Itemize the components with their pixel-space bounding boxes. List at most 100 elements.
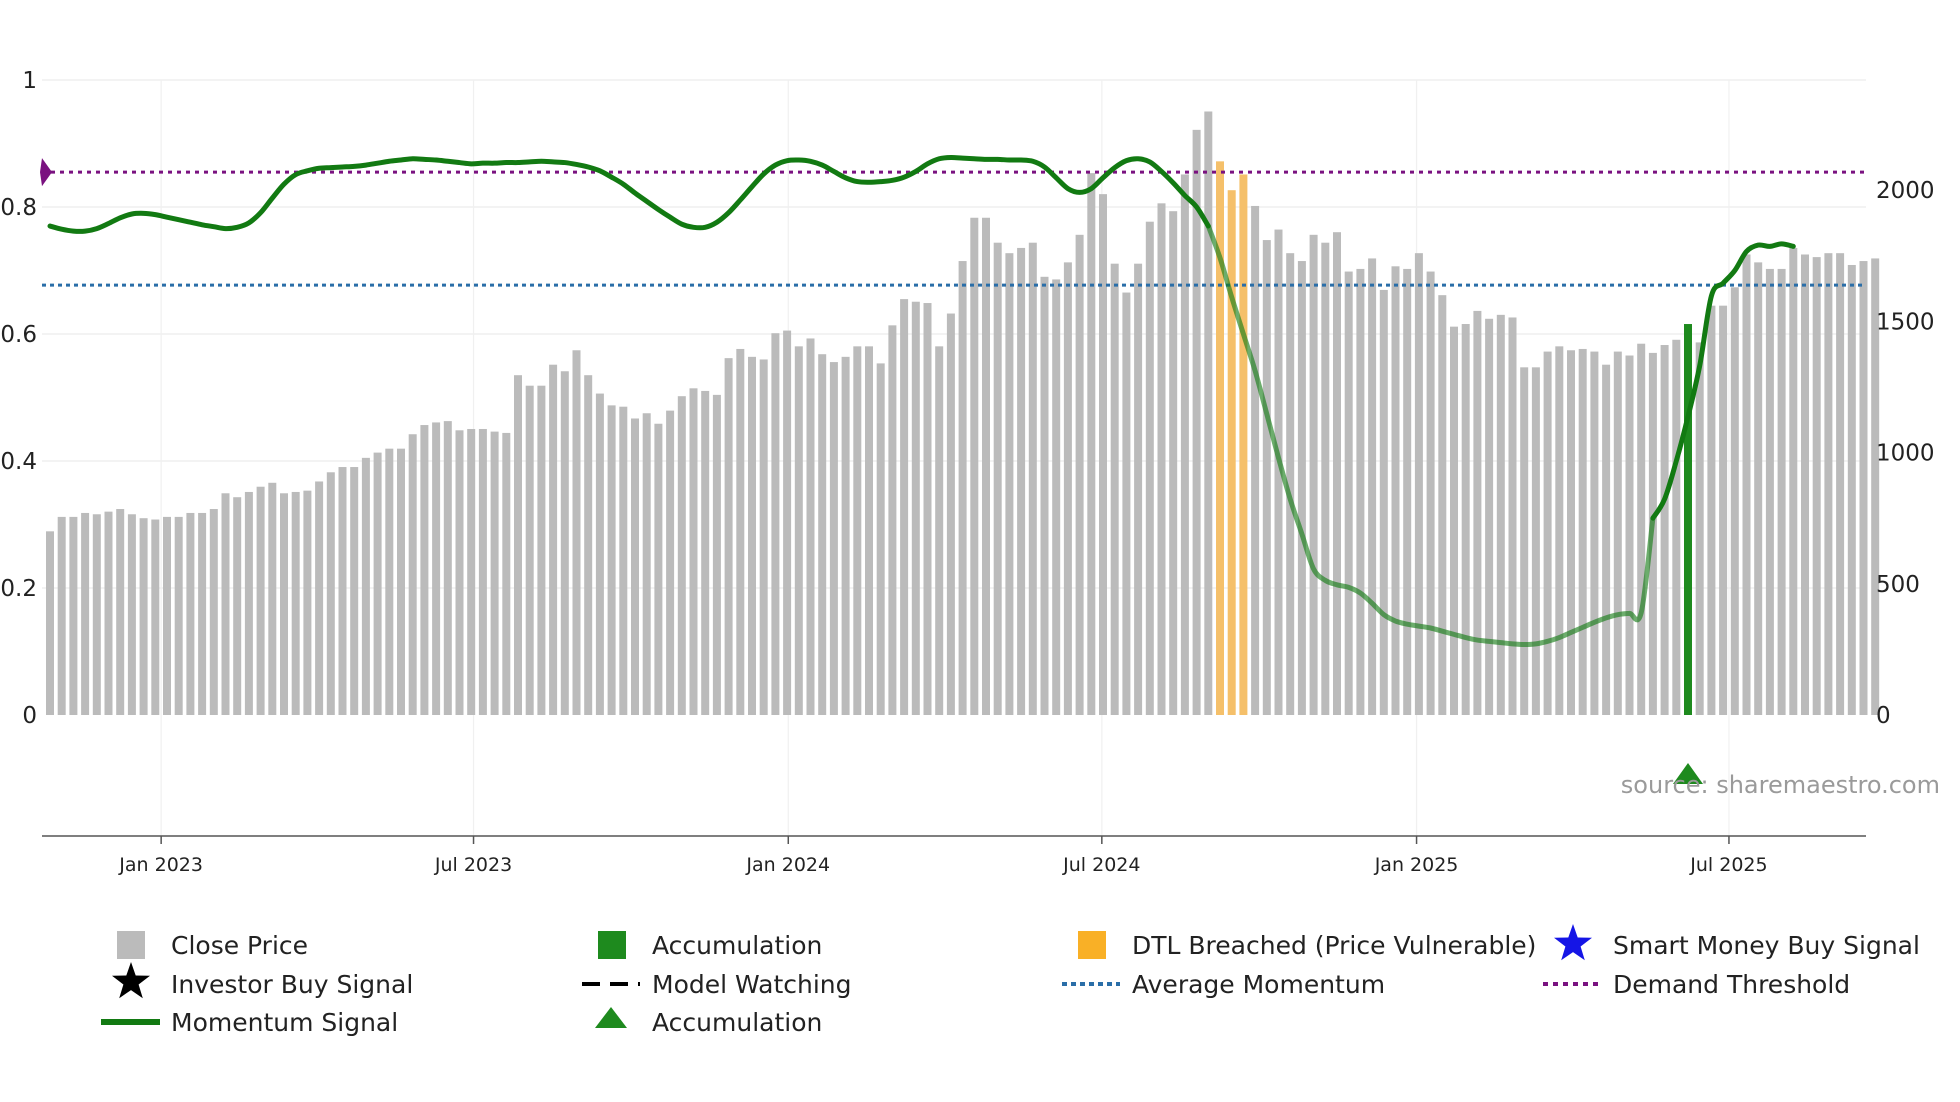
close-price-bar bbox=[1543, 351, 1552, 715]
close-price-bar bbox=[69, 516, 78, 715]
close-price-bar bbox=[151, 519, 160, 715]
close-price-bar bbox=[350, 467, 359, 715]
close-price-bar bbox=[268, 482, 277, 715]
legend-smart-money-star-icon bbox=[1554, 924, 1592, 961]
close-price-bar bbox=[174, 516, 183, 715]
close-price-bar bbox=[1625, 355, 1634, 715]
close-price-bar bbox=[525, 385, 534, 715]
close-price-bar bbox=[455, 430, 464, 715]
left-axis-tick-label: 1 bbox=[22, 68, 37, 94]
close-price-bar bbox=[104, 511, 113, 715]
close-price-bar bbox=[1836, 253, 1845, 715]
close-price-bar bbox=[127, 514, 136, 715]
left-axis-tick-label: 0.8 bbox=[0, 195, 37, 221]
close-price-bar bbox=[361, 457, 370, 715]
close-price-bar bbox=[385, 448, 394, 715]
close-price-bar bbox=[771, 333, 780, 715]
legend-close-price-label: Close Price bbox=[171, 931, 308, 960]
close-price-bar bbox=[1297, 261, 1306, 715]
legend-momentum-signal-label: Momentum Signal bbox=[171, 1008, 398, 1037]
close-price-bar bbox=[280, 493, 288, 715]
close-price-bar bbox=[865, 346, 873, 715]
dtl-breached-bar bbox=[1227, 190, 1236, 715]
legend-close-price-swatch bbox=[117, 931, 145, 959]
close-price-bar bbox=[1180, 174, 1189, 715]
close-price-bar bbox=[1613, 351, 1622, 715]
close-price-bar bbox=[420, 425, 429, 715]
close-price-bar bbox=[1087, 173, 1096, 716]
close-price-bar bbox=[1485, 318, 1494, 715]
close-price-bar bbox=[1040, 276, 1049, 715]
close-price-bar bbox=[982, 217, 990, 715]
close-price-bar bbox=[1134, 263, 1143, 715]
close-price-bar bbox=[443, 421, 452, 715]
close-price-bar bbox=[1356, 268, 1365, 715]
close-price-bar bbox=[595, 393, 604, 715]
close-price-bar bbox=[1063, 262, 1072, 715]
x-axis-tick-label: Jul 2023 bbox=[434, 854, 512, 876]
close-price-bar bbox=[654, 423, 663, 715]
close-price-bar bbox=[1590, 351, 1599, 715]
close-price-bar bbox=[560, 371, 569, 715]
close-price-bar bbox=[1707, 305, 1716, 715]
close-price-bar bbox=[1520, 367, 1529, 715]
close-price-bar bbox=[1368, 258, 1377, 715]
close-price-bar bbox=[1122, 292, 1131, 715]
close-price-bar bbox=[1204, 111, 1213, 715]
right-axis-tick-label: 500 bbox=[1876, 572, 1920, 598]
close-price-bar bbox=[46, 531, 54, 715]
close-price-bar bbox=[233, 497, 242, 715]
close-price-bar bbox=[291, 491, 300, 715]
close-price-bar bbox=[1438, 295, 1447, 715]
close-price-bar bbox=[1192, 129, 1201, 716]
accumulation-bar bbox=[1684, 324, 1692, 715]
close-price-bar bbox=[923, 303, 932, 715]
close-price-bar bbox=[712, 394, 721, 715]
close-price-bar bbox=[724, 358, 733, 715]
close-price-bar bbox=[1508, 317, 1517, 715]
close-price-bar bbox=[572, 350, 581, 715]
close-price-bar bbox=[1567, 350, 1575, 715]
legend-accumulation-triangle-icon bbox=[595, 1007, 627, 1028]
close-price-bar bbox=[1028, 242, 1037, 715]
close-price-bar bbox=[970, 217, 979, 715]
close-price-bar bbox=[1871, 258, 1880, 715]
markers bbox=[1673, 763, 1703, 784]
reference-lines bbox=[40, 158, 1866, 287]
close-price-bar bbox=[1859, 261, 1868, 715]
close-price-bar bbox=[1555, 346, 1564, 715]
close-price-bar bbox=[1742, 254, 1751, 715]
close-price-bar bbox=[911, 301, 920, 715]
close-price-bar bbox=[57, 516, 66, 715]
close-price-bar bbox=[1450, 326, 1458, 715]
close-price-bar bbox=[1099, 194, 1107, 715]
close-price-bar bbox=[163, 516, 171, 715]
right-axis-tick-label: 2000 bbox=[1876, 178, 1935, 204]
close-price-bar bbox=[1730, 287, 1739, 715]
close-price-bar bbox=[853, 346, 862, 715]
close-price-bar bbox=[397, 448, 405, 715]
close-price-bar bbox=[701, 390, 710, 715]
close-price-bar bbox=[1660, 345, 1669, 715]
legend-dtl-breached-swatch bbox=[1078, 931, 1106, 959]
legend-accumulation-label: Accumulation bbox=[652, 931, 822, 960]
x-axis-tick-label: Jan 2023 bbox=[118, 854, 203, 876]
left-axis-tick-label: 0.4 bbox=[0, 449, 37, 475]
close-price-bar bbox=[1801, 254, 1809, 715]
close-price-bar bbox=[1777, 268, 1786, 715]
close-price-bar bbox=[116, 509, 125, 715]
right-axis-tick-label: 1500 bbox=[1876, 309, 1935, 335]
close-price-bar bbox=[81, 512, 90, 715]
close-price-bar bbox=[1461, 324, 1470, 715]
close-price-bar bbox=[315, 481, 324, 715]
vertical-grid bbox=[160, 80, 1730, 836]
legend-investor-buy-label: Investor Buy Signal bbox=[171, 970, 413, 999]
dtl-breached-bar bbox=[1216, 161, 1224, 716]
momentum-signal-line bbox=[47, 154, 1211, 234]
close-price-bar bbox=[946, 313, 955, 715]
close-price-bar bbox=[514, 375, 522, 715]
close-price-bar bbox=[1274, 229, 1283, 716]
close-price-bar bbox=[1812, 257, 1821, 715]
close-price-bar bbox=[338, 467, 347, 715]
close-price-bar bbox=[1824, 253, 1833, 715]
